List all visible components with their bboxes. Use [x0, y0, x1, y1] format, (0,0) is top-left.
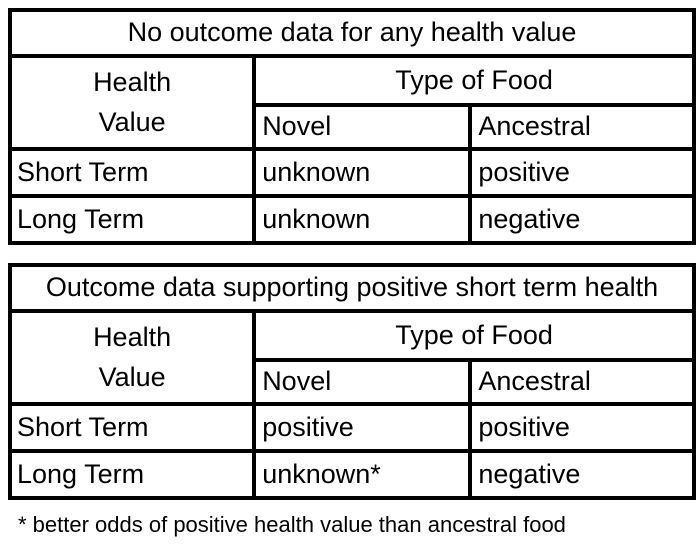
- table-row: Long Term unknown* negative: [7, 449, 696, 500]
- header-row-top: Health Value Type of Food: [7, 54, 696, 151]
- header-novel: Novel: [252, 103, 473, 151]
- cell-long-term-novel: unknown*: [252, 449, 473, 500]
- table-no-outcome-data: No outcome data for any health value Hea…: [7, 8, 696, 245]
- table-title: Outcome data supporting positive short t…: [8, 263, 696, 313]
- table-title: No outcome data for any health value: [8, 8, 696, 58]
- table-row: Short Term positive positive: [7, 402, 696, 453]
- footnote: * better odds of positive health value t…: [18, 512, 566, 537]
- title-row: Outcome data supporting positive short t…: [8, 263, 696, 313]
- cell-short-term-novel: positive: [252, 402, 473, 453]
- cell-short-term-ancestral: positive: [468, 147, 696, 198]
- header-row-bottom: Novel Ancestral: [10, 358, 696, 406]
- header-type-of-food: Type of Food: [252, 54, 696, 107]
- header-health-value: Health Value: [7, 309, 257, 406]
- header-ancestral: Ancestral: [468, 103, 696, 151]
- header-type-of-food: Type of Food: [252, 309, 696, 362]
- row-label-long-term: Long Term: [7, 449, 257, 500]
- table-outcome-data-positive: Outcome data supporting positive short t…: [7, 263, 696, 500]
- cell-long-term-ancestral: negative: [468, 449, 696, 500]
- header-health-value: Health Value: [7, 54, 257, 151]
- cell-long-term-ancestral: negative: [468, 194, 696, 245]
- header-row-top: Health Value Type of Food: [7, 309, 696, 406]
- title-row: No outcome data for any health value: [8, 8, 696, 58]
- cell-long-term-novel: unknown: [252, 194, 473, 245]
- row-label-short-term: Short Term: [7, 147, 257, 198]
- cell-short-term-ancestral: positive: [468, 402, 696, 453]
- table-row: Long Term unknown negative: [7, 194, 696, 245]
- header-row-bottom: Novel Ancestral: [10, 103, 696, 151]
- cell-short-term-novel: unknown: [252, 147, 473, 198]
- header-novel: Novel: [252, 358, 473, 406]
- row-label-short-term: Short Term: [7, 402, 257, 453]
- table-row: Short Term unknown positive: [7, 147, 696, 198]
- row-label-long-term: Long Term: [7, 194, 257, 245]
- header-ancestral: Ancestral: [468, 358, 696, 406]
